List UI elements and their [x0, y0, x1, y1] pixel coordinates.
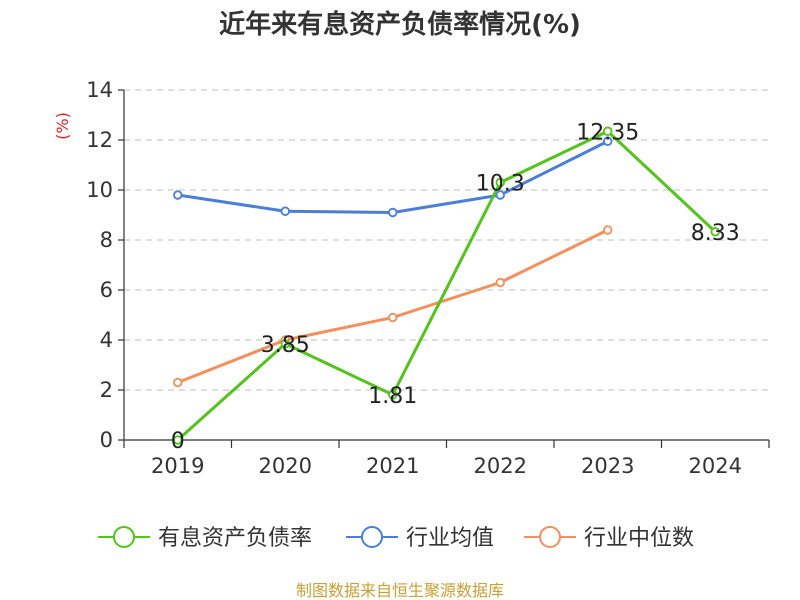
legend-marker [113, 526, 135, 548]
data-point [173, 190, 183, 200]
data-point [603, 136, 613, 146]
series-line [176, 129, 717, 442]
x-tick-label: 2023 [581, 454, 634, 478]
data-point [388, 312, 398, 323]
data-point [495, 190, 505, 200]
y-tick-label: 4 [100, 328, 113, 352]
data-point [710, 227, 720, 237]
data-point [495, 177, 505, 188]
data-point [173, 435, 183, 445]
x-tick-label: 2024 [689, 454, 742, 478]
legend: 有息资产负债率 行业均值 行业中位数 [98, 526, 694, 551]
y-tick-labels: 0 2 4 6 8 10 12 14 [86, 78, 113, 452]
grid-lines [124, 89, 769, 391]
data-label: 1.81 [368, 384, 417, 409]
x-tick-label: 2022 [474, 454, 527, 478]
data-point [603, 126, 613, 136]
data-labels: 0 3.85 1.81 10.3 12.35 8.33 [171, 120, 740, 454]
y-tick-label: 0 [100, 428, 113, 452]
axes [118, 89, 770, 448]
legend-marker [361, 526, 383, 548]
data-point [603, 225, 613, 235]
data-point [280, 339, 290, 349]
x-tick-label: 2021 [366, 454, 419, 478]
data-point [280, 206, 290, 216]
legend-label: 行业中位数 [584, 526, 694, 551]
data-label: 8.33 [691, 221, 740, 246]
series-line [177, 228, 609, 384]
data-point [388, 207, 398, 218]
x-tick-labels: 2019 2020 2021 2022 2023 2024 [151, 454, 742, 478]
series-line [177, 139, 609, 214]
y-tick-label: 12 [86, 128, 113, 152]
y-tick-label: 14 [86, 78, 113, 102]
legend-label: 有息资产负债率 [158, 526, 312, 551]
legend-marker [539, 526, 561, 548]
y-tick-label: 2 [100, 378, 113, 402]
data-label: 0 [171, 429, 185, 454]
source-note: 制图数据来自恒生聚源数据库 [296, 581, 504, 600]
data-point [388, 390, 398, 400]
y-tick-label: 6 [100, 278, 113, 302]
x-tick-label: 2020 [259, 454, 312, 478]
data-label: 12.35 [576, 120, 639, 145]
y-tick-label: 10 [86, 178, 113, 202]
x-tick-label: 2019 [151, 454, 204, 478]
legend-label: 行业均值 [406, 526, 494, 551]
chart-title: 近年来有息资产负债率情况(%) [219, 9, 581, 40]
y-tick-label: 8 [100, 228, 113, 252]
data-label: 10.3 [476, 172, 525, 197]
series-group [173, 126, 720, 445]
data-label: 3.85 [261, 333, 310, 358]
data-point [495, 277, 505, 288]
y-axis-unit: (%) [53, 112, 72, 140]
data-point [173, 377, 183, 388]
